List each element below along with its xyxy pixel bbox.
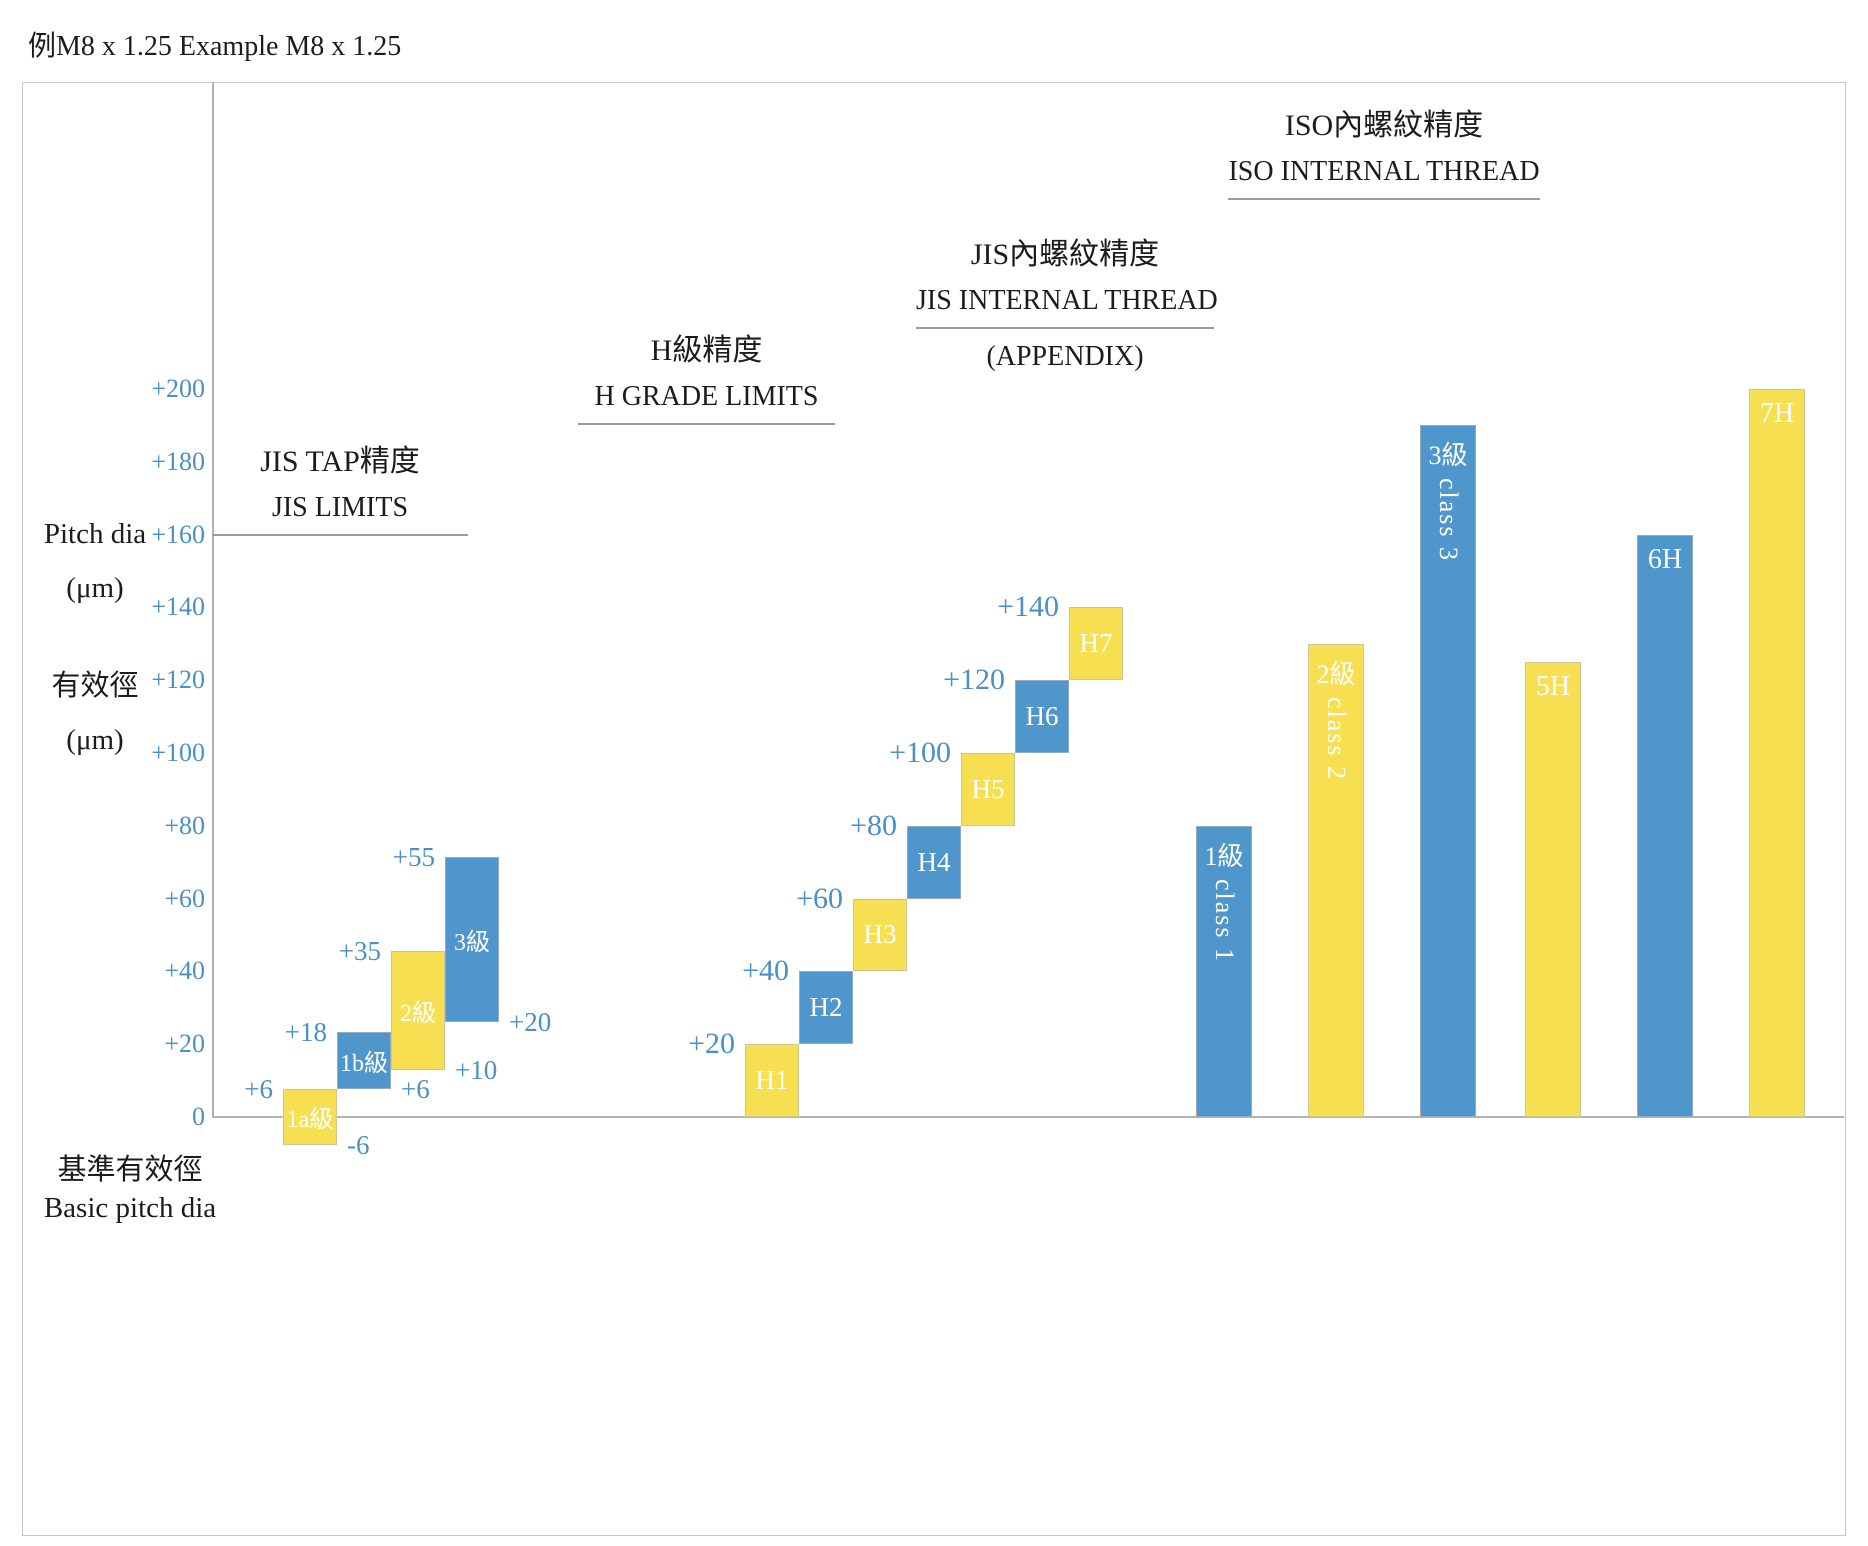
zero-baseline bbox=[212, 1116, 1844, 1118]
y-axis-unit-en: (μm) bbox=[66, 572, 124, 604]
bar-H1: H1 bbox=[745, 1044, 799, 1117]
y-tick-180: +180 bbox=[151, 446, 205, 476]
bar-3級: 3級 bbox=[445, 856, 499, 1023]
group-title-cjk: JIS TAP精度 bbox=[260, 445, 420, 478]
group-header-iso-internal: ISO內螺紋精度 ISO INTERNAL THREAD bbox=[1228, 102, 1540, 200]
bar-label: H3 bbox=[863, 919, 897, 950]
y-tick-140: +140 bbox=[151, 592, 205, 622]
bar-H6: H6 bbox=[1015, 680, 1069, 753]
bar-label: 1a級 bbox=[286, 1107, 334, 1134]
bar-upper-limit-label: +100 bbox=[889, 736, 951, 769]
bar-H2: H2 bbox=[799, 971, 853, 1045]
group-title-en: JIS LIMITS bbox=[271, 492, 409, 523]
bar-1級-class-1: 1級 class 1 bbox=[1196, 825, 1252, 1117]
group-title-en: ISO INTERNAL THREAD bbox=[1228, 156, 1540, 187]
y-tick-200: +200 bbox=[151, 374, 205, 403]
bar-label-en: class 1 bbox=[1209, 878, 1239, 963]
bar-upper-limit-label: +60 bbox=[796, 881, 843, 915]
bar-upper-limit-label: +40 bbox=[742, 954, 789, 988]
bar-upper-limit-label: +35 bbox=[338, 936, 381, 967]
y-tick-80: +80 bbox=[164, 810, 205, 840]
bar-lower-limit-label: +20 bbox=[509, 1007, 552, 1038]
bar-6H: 6H bbox=[1637, 534, 1693, 1117]
group-header-h-grade-main: H級精度 H GRADE LIMITS bbox=[578, 327, 835, 425]
group-header-jis-tap: JIS TAP精度 JIS LIMITS bbox=[212, 438, 468, 536]
chart-title: 例M8 x 1.25 Example M8 x 1.25 bbox=[28, 31, 402, 62]
bar-H5: H5 bbox=[961, 753, 1015, 826]
bar-2級-class-2: 2級 class 2 bbox=[1308, 643, 1364, 1117]
bar-label: 3級 bbox=[454, 930, 490, 957]
bar-label: 7H bbox=[1759, 398, 1795, 429]
group-header-h-grade: H級精度 H GRADE LIMITS bbox=[578, 327, 835, 425]
bar-H7: H7 bbox=[1069, 607, 1123, 681]
bar-label-cjk: 3級 bbox=[1428, 441, 1468, 471]
bar-1b級: 1b級 bbox=[337, 1031, 391, 1089]
group-subtitle: (APPENDIX) bbox=[986, 341, 1144, 372]
y-axis-label-cjk: 有效徑 bbox=[51, 670, 139, 702]
group-header-jis-tap-main: JIS TAP精度 JIS LIMITS bbox=[212, 438, 468, 536]
bar-lower-limit-label: -6 bbox=[347, 1130, 370, 1161]
baseline-label-en: Basic pitch dia bbox=[43, 1192, 217, 1224]
bar-7H: 7H bbox=[1749, 389, 1805, 1117]
y-tick-40: +40 bbox=[164, 956, 205, 986]
bar-label-en: class 3 bbox=[1433, 478, 1463, 563]
bar-label: 3級 class 3 bbox=[1428, 426, 1467, 562]
bar-H3: H3 bbox=[853, 898, 907, 972]
bar-upper-limit-label: +140 bbox=[997, 590, 1059, 624]
bar-lower-limit-label: +6 bbox=[401, 1073, 430, 1104]
bar-label: H1 bbox=[755, 1065, 789, 1096]
bar-1a級: 1a級 bbox=[283, 1088, 337, 1146]
bar-label-cjk: 2級 bbox=[1316, 659, 1356, 689]
bar-upper-limit-label: +20 bbox=[688, 1027, 735, 1061]
bar-label: 6H bbox=[1647, 543, 1683, 575]
bar-upper-limit-label: +18 bbox=[284, 1016, 327, 1047]
bar-label: 1b級 bbox=[340, 1050, 388, 1077]
bar-lower-limit-label: +10 bbox=[455, 1054, 498, 1085]
bar-upper-limit-label: +6 bbox=[244, 1073, 273, 1104]
bar-upper-limit-label: +55 bbox=[392, 841, 435, 872]
baseline-label-cjk: 基準有效徑 bbox=[57, 1154, 203, 1186]
group-title-en: JIS INTERNAL THREAD bbox=[916, 285, 1218, 316]
y-tick-100: +100 bbox=[151, 738, 205, 767]
bar-3級-class-3: 3級 class 3 bbox=[1420, 425, 1476, 1117]
chart-frame bbox=[22, 82, 1846, 1536]
bar-label: 2級 class 2 bbox=[1316, 645, 1355, 781]
bar-upper-limit-label: +120 bbox=[943, 663, 1005, 697]
bar-label: 2級 bbox=[400, 1001, 436, 1028]
bar-label: H2 bbox=[809, 992, 843, 1023]
group-title-en: H GRADE LIMITS bbox=[594, 381, 819, 412]
bar-label: H5 bbox=[971, 773, 1005, 804]
bar-5H: 5H bbox=[1525, 662, 1581, 1117]
bar-label: 5H bbox=[1535, 671, 1571, 702]
bar-label: H7 bbox=[1079, 628, 1113, 659]
y-tick-60: +60 bbox=[164, 883, 205, 913]
bar-label-cjk: 1級 bbox=[1204, 841, 1244, 871]
bar-label-en: class 2 bbox=[1321, 696, 1351, 781]
y-axis-line bbox=[212, 82, 214, 1117]
y-axis-label-en: Pitch dia bbox=[43, 518, 147, 550]
group-title-cjk: JIS內螺紋精度 bbox=[970, 238, 1160, 271]
group-header-jis-internal-main: JIS內螺紋精度 JIS INTERNAL THREAD bbox=[916, 231, 1218, 329]
y-axis-unit-cjk: (μm) bbox=[66, 724, 124, 756]
group-header-jis-internal: JIS內螺紋精度 JIS INTERNAL THREAD (APPENDIX) bbox=[916, 231, 1218, 379]
group-title-cjk: ISO內螺紋精度 bbox=[1284, 109, 1484, 142]
group-header-iso-internal-main: ISO內螺紋精度 ISO INTERNAL THREAD bbox=[1228, 102, 1540, 200]
y-tick-160: +160 bbox=[151, 519, 205, 549]
bar-2級: 2級 bbox=[391, 951, 445, 1070]
bar-label: 1級 class 1 bbox=[1204, 827, 1243, 963]
y-tick-120: +120 bbox=[151, 665, 205, 695]
bar-H4: H4 bbox=[907, 825, 961, 899]
group-title-cjk: H級精度 bbox=[650, 334, 763, 367]
bar-label: H4 bbox=[917, 846, 951, 877]
bar-label: H6 bbox=[1025, 701, 1059, 732]
y-tick-20: +20 bbox=[164, 1029, 205, 1059]
y-tick-0: 0 bbox=[192, 1102, 205, 1131]
bar-upper-limit-label: +80 bbox=[850, 808, 897, 842]
